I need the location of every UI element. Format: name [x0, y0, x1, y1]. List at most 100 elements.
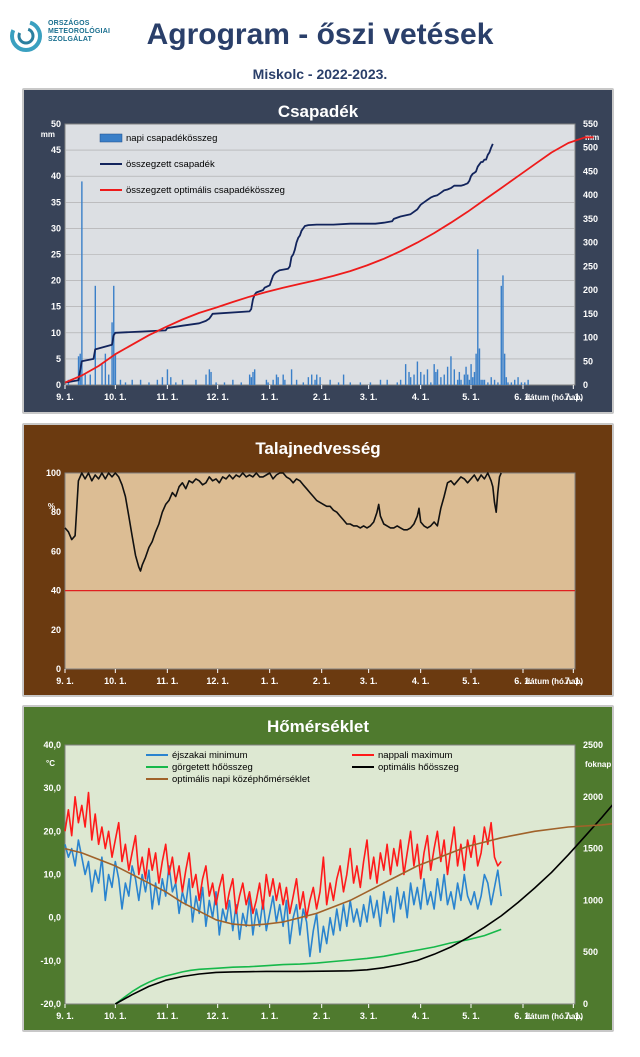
precip-bar — [477, 249, 479, 385]
legend-label: összegzett csapadék — [126, 159, 215, 170]
soil-moisture-title: Talajnedvesség — [255, 439, 381, 458]
left-axis-unit: % — [48, 502, 55, 511]
right-tick-label: 2000 — [583, 792, 603, 802]
logo-line-2: METEOROLÓGIAI — [48, 28, 111, 35]
precip-bar — [319, 377, 321, 385]
precip-bar — [413, 374, 415, 385]
precip-bar — [475, 353, 477, 385]
precip-bar — [311, 374, 313, 385]
left-tick-label: 10 — [51, 328, 61, 338]
precip-bar — [181, 379, 184, 385]
precip-bar — [470, 364, 472, 385]
legend-label: összegzett optimális csapadékösszeg — [126, 185, 285, 196]
right-tick-label: 150 — [583, 309, 598, 319]
precip-bar — [480, 379, 482, 385]
x-tick-label: 2. 1. — [313, 1011, 331, 1021]
x-tick-label: 9. 1. — [56, 1011, 74, 1021]
left-tick-label: 0 — [56, 664, 61, 674]
precip-bar — [433, 364, 435, 385]
series-line-görgetett-hőösszeg — [114, 928, 502, 1005]
precip-bar — [290, 369, 293, 385]
x-tick-label: 5. 1. — [462, 1011, 480, 1021]
precip-bar — [108, 374, 110, 385]
x-tick-label: 4. 1. — [412, 676, 430, 686]
precip-bar — [215, 382, 217, 385]
precip-bar — [465, 366, 467, 385]
precip-bar — [460, 379, 462, 385]
right-tick-label: 2500 — [583, 740, 603, 750]
precip-bar — [232, 379, 234, 385]
precip-bar — [446, 366, 449, 385]
right-tick-label: 550 — [583, 119, 598, 129]
precip-bar — [277, 377, 279, 385]
page-subtitle: Miskolc - 2022-2023. — [252, 66, 388, 82]
x-tick-label: 7. 1. — [565, 392, 583, 402]
precip-bar — [386, 379, 388, 385]
x-tick-label: 12. 1. — [206, 392, 229, 402]
temperature-panel: Hőmérséklet -20,0 -10,0 0,0 10,0 20,0 30,0 40,… — [22, 705, 614, 1032]
x-tick-label: 7. 1. — [565, 676, 583, 686]
precip-bar — [456, 379, 459, 385]
legend-label: görgetett hőösszeg — [172, 762, 253, 773]
x-tick-label: 4. 1. — [412, 1011, 430, 1021]
precip-bar — [450, 356, 452, 385]
precip-bar — [119, 379, 122, 385]
precip-bar — [272, 379, 274, 385]
precip-bar — [267, 382, 269, 385]
precip-bar — [101, 364, 103, 385]
right-tick-label: 200 — [583, 285, 598, 295]
left-tick-label: 5 — [56, 354, 61, 364]
precip-bar — [472, 377, 474, 385]
legend-swatch — [99, 133, 123, 143]
x-tick-label: 9. 1. — [56, 676, 74, 686]
precip-bar — [436, 369, 439, 385]
x-tick-label: 1. 1. — [261, 392, 279, 402]
precipitation-title: Csapadék — [277, 102, 359, 121]
page-title: Agrogram - őszi vetések — [146, 18, 494, 51]
left-tick-label: -20,0 — [40, 999, 61, 1009]
logo-swirl-icon — [10, 20, 42, 52]
precip-bar — [490, 377, 492, 385]
logo-line-3: SZOLGÁLAT — [48, 36, 93, 43]
precip-bar — [440, 377, 442, 385]
precip-bar — [420, 371, 422, 385]
legend-label: éjszakai minimum — [172, 750, 248, 761]
legend-label: optimális hőösszeg — [378, 762, 459, 773]
x-tick-label: 3. 1. — [360, 392, 378, 402]
soil-moisture-panel: Talajnedvesség 0 20 40 60 80 100% 9. 1. 10. 1. 1… — [22, 423, 614, 697]
left-tick-label: 60 — [51, 546, 61, 556]
series-line-optimális-hőösszeg — [114, 804, 612, 1005]
right-tick-label: 450 — [583, 166, 598, 176]
x-tick-label: 6. 1. — [514, 1011, 532, 1021]
precip-bar — [443, 374, 445, 385]
left-tick-label: 35 — [51, 197, 61, 207]
precip-bar — [399, 379, 402, 385]
precip-bar — [250, 377, 253, 385]
precip-bar — [517, 377, 519, 385]
series-line-optimális-napi-középhőmérséklet — [64, 823, 612, 927]
precip-bar — [482, 379, 484, 385]
precip-bar — [507, 382, 509, 385]
precip-bar — [329, 379, 331, 385]
x-tick-label: 2. 1. — [313, 676, 331, 686]
series-line-összegzett-optimális-csapadékösszeg — [64, 136, 594, 384]
precip-bar — [478, 348, 481, 385]
series-line-éjszakai-minimum — [64, 839, 502, 958]
left-tick-label: 25 — [51, 250, 61, 260]
x-tick-label: 11. 1. — [156, 676, 178, 686]
right-tick-label: 1000 — [583, 895, 603, 905]
precip-bar — [265, 379, 268, 385]
precip-bar — [156, 379, 159, 385]
left-tick-label: 40 — [51, 586, 61, 596]
precip-bar — [104, 353, 107, 385]
precip-bar — [369, 382, 372, 385]
precip-bar — [520, 382, 523, 385]
x-axis-label: dátum (hó.nap) — [525, 677, 583, 686]
precipitation-panel: Csapadék 0 5 10 15 20 25 30 35 40 45 50 mm 0 50 100 150… — [22, 88, 614, 414]
x-tick-label: 2. 1. — [313, 392, 331, 402]
soil-moisture-chart: 0 20 40 60 80 100% 9. 1. 10. 1. 11. 1. 12. 1. 1. 1… — [46, 468, 583, 686]
precip-bar — [208, 369, 211, 385]
right-tick-label: 1500 — [583, 844, 603, 854]
left-axis-unit: mm — [41, 130, 55, 139]
series-line-összegzett-csapadék — [64, 143, 494, 384]
